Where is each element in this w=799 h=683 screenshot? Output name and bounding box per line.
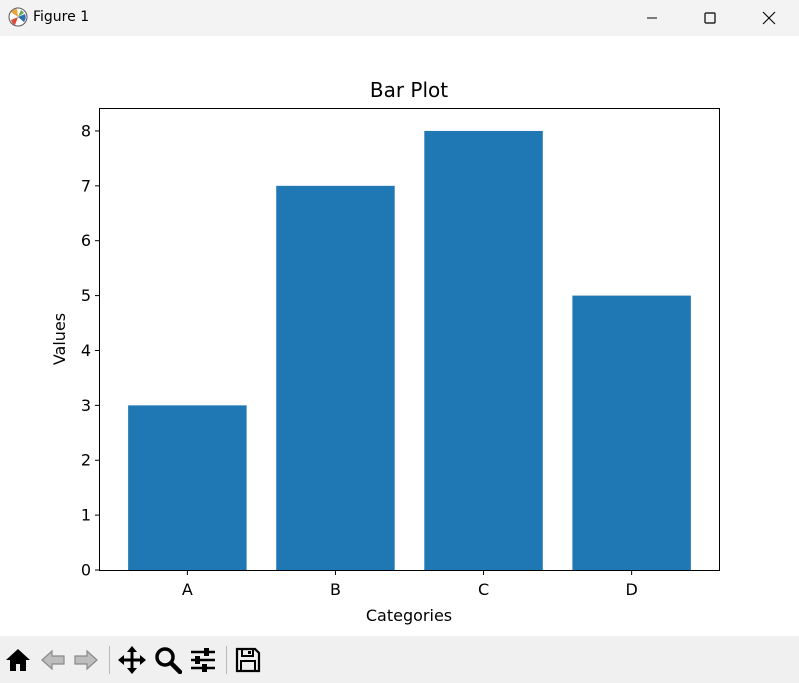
- y-tick-label: 6: [81, 231, 91, 250]
- bar-chart: Bar Plot 0 1 2 3 4 5 6 7 8 A B C D Categories Value…: [50, 78, 720, 625]
- y-tick-label: 2: [81, 451, 91, 470]
- y-tick-label: 3: [81, 396, 91, 415]
- minimize-button[interactable]: [623, 0, 681, 36]
- y-tick-label: 7: [81, 176, 91, 195]
- close-icon: [762, 11, 776, 25]
- figure-canvas[interactable]: Bar Plot 0 1 2 3 4 5 6 7 8 A B C D Categories Value…: [0, 36, 799, 636]
- save-icon: [235, 647, 261, 673]
- bar-a: [128, 405, 247, 570]
- pan-icon: [118, 646, 146, 674]
- toolbar-separator: [226, 646, 227, 674]
- toolbar-separator: [109, 646, 110, 674]
- save-button[interactable]: [232, 644, 264, 676]
- back-icon: [41, 649, 65, 671]
- x-tick-label-c: C: [478, 580, 489, 599]
- y-tick-label: 5: [81, 286, 91, 305]
- y-tick-label: 4: [81, 341, 91, 360]
- home-button[interactable]: [2, 644, 34, 676]
- x-tick-label-b: B: [330, 580, 341, 599]
- maximize-icon: [704, 12, 716, 24]
- maximize-button[interactable]: [681, 0, 739, 36]
- window-title: Figure 1: [33, 9, 90, 25]
- minimize-icon: [647, 17, 657, 19]
- back-button[interactable]: [37, 644, 69, 676]
- bar-d: [572, 295, 691, 570]
- forward-icon: [74, 649, 98, 671]
- y-tick-label: 1: [81, 506, 91, 525]
- zoom-icon: [155, 647, 182, 674]
- chart-title: Bar Plot: [370, 78, 448, 102]
- matplotlib-icon: [8, 7, 28, 27]
- window-titlebar: Figure 1: [0, 0, 799, 36]
- forward-button[interactable]: [70, 644, 102, 676]
- x-tick-label-d: D: [625, 580, 637, 599]
- close-button[interactable]: [740, 0, 798, 36]
- navigation-toolbar: [0, 636, 799, 683]
- x-axis-label: Categories: [366, 606, 452, 625]
- x-tick-label-a: A: [182, 580, 193, 599]
- plot-frame: [99, 108, 720, 571]
- bar-c: [424, 130, 543, 570]
- zoom-button[interactable]: [152, 644, 184, 676]
- home-icon: [6, 649, 30, 671]
- y-tick-label: 0: [81, 561, 91, 580]
- bar-b: [276, 185, 395, 571]
- configure-subplots-button[interactable]: [187, 644, 219, 676]
- configure-subplots-icon: [191, 648, 215, 672]
- y-axis-label: Values: [50, 313, 69, 365]
- y-tick-label: 8: [81, 121, 91, 140]
- pan-button[interactable]: [116, 644, 148, 676]
